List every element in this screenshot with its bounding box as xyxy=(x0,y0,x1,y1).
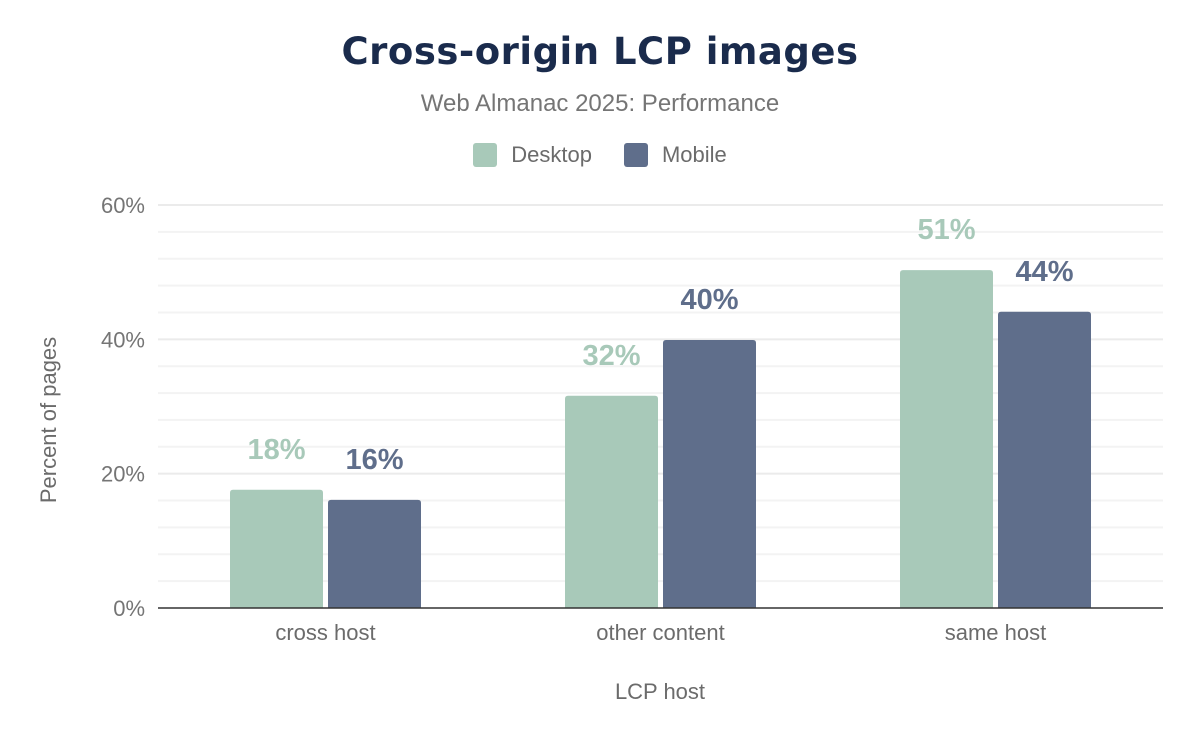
bar-mobile xyxy=(998,311,1091,608)
legend-label-desktop: Desktop xyxy=(511,142,592,167)
x-axis-title: LCP host xyxy=(615,679,705,704)
legend-swatch-desktop xyxy=(473,143,498,167)
legend-swatch-mobile xyxy=(623,143,648,167)
data-label: 32% xyxy=(582,340,640,372)
y-axis-title: Percent of pages xyxy=(36,337,61,503)
y-tick-label: 20% xyxy=(101,462,145,487)
legend-item-mobile[interactable]: Mobile xyxy=(623,142,727,168)
x-tick-label: cross host xyxy=(275,620,375,645)
data-label: 51% xyxy=(917,214,975,246)
bar-desktop xyxy=(565,395,658,608)
data-label: 18% xyxy=(247,434,305,466)
chart-title: Cross-origin LCP images xyxy=(341,30,859,73)
y-tick-label: 0% xyxy=(113,596,145,621)
x-tick-label: same host xyxy=(945,620,1047,645)
legend-label-mobile: Mobile xyxy=(661,142,727,167)
y-tick-label: 60% xyxy=(101,193,145,218)
bar-desktop xyxy=(230,489,323,608)
x-tick-label: other content xyxy=(596,620,724,645)
bar-desktop xyxy=(900,270,993,608)
data-label: 44% xyxy=(1015,256,1073,288)
data-label: 40% xyxy=(680,284,738,316)
y-tick-label: 40% xyxy=(101,327,145,352)
data-label: 16% xyxy=(345,444,403,476)
legend-item-desktop[interactable]: Desktop xyxy=(473,142,592,168)
legend: Desktop Mobile xyxy=(0,142,1200,168)
bar-mobile xyxy=(328,499,421,608)
bar-mobile xyxy=(663,340,756,608)
chart-subtitle: Web Almanac 2025: Performance xyxy=(420,90,780,117)
